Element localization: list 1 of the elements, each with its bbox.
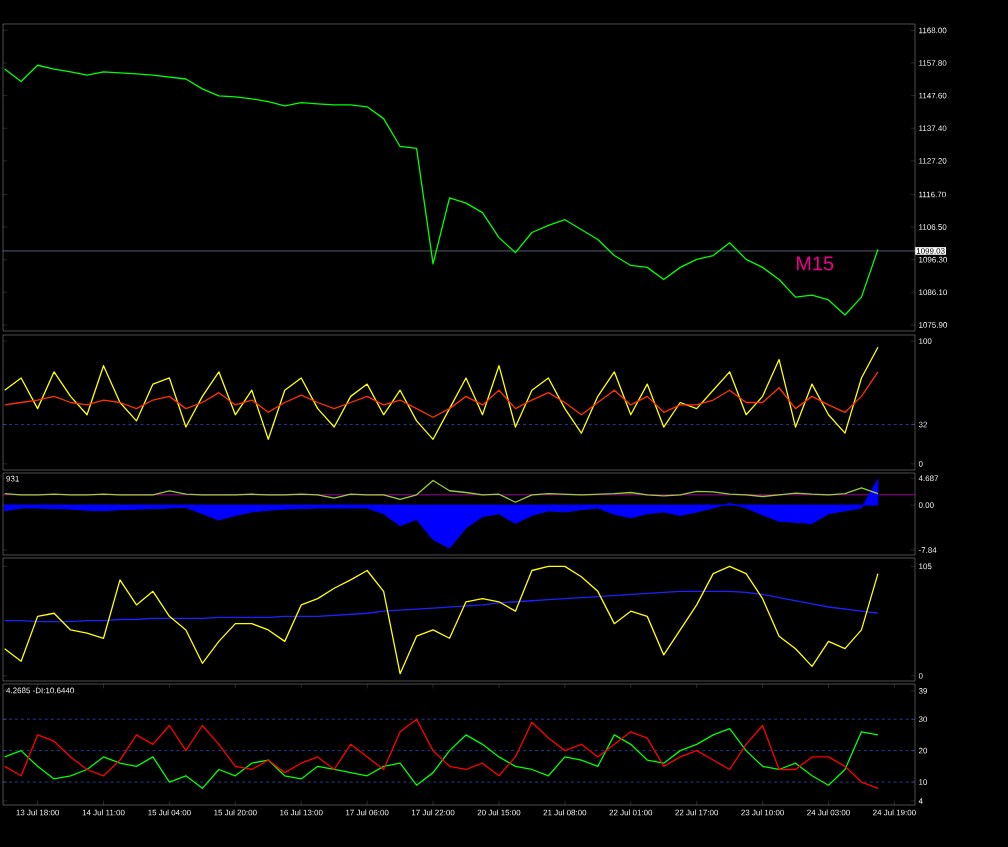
- annotation: M15: [796, 256, 834, 271]
